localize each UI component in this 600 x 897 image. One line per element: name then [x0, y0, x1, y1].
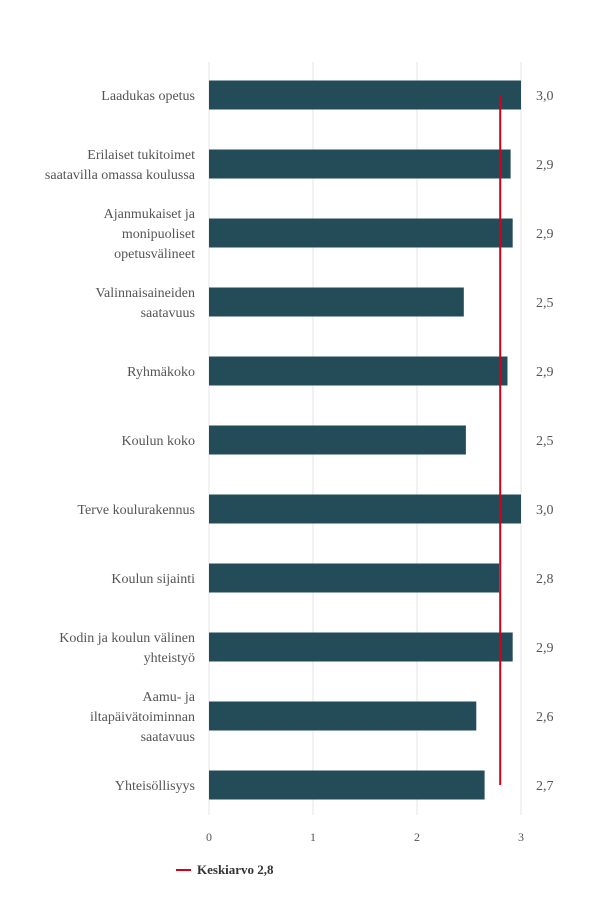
value-label: 2,6	[536, 710, 554, 725]
value-label: 2,8	[536, 572, 554, 587]
value-label: 3,0	[536, 503, 554, 518]
category-label: Terve koulurakennus	[77, 503, 195, 518]
x-tick-label: 0	[206, 830, 212, 844]
bar	[209, 80, 521, 110]
category-label: Aamu- ja iltapäivätoiminnan saatavuus	[90, 690, 196, 745]
bars	[209, 80, 521, 800]
bar	[209, 701, 477, 731]
legend-swatch-average	[176, 869, 191, 871]
category-label: Erilaiset tukitoimet saatavilla omassa ko…	[45, 148, 196, 183]
value-label: 3,0	[536, 89, 554, 104]
category-label: Laadukas opetus	[101, 89, 195, 104]
bar	[209, 425, 466, 455]
value-label: 2,9	[536, 365, 554, 380]
bar	[209, 632, 513, 662]
value-labels: 3,0 2,9 2,9 2,5 2,9 2,5 3,0 2,8 2,9 2,6 2,7	[536, 89, 554, 794]
category-labels: Laadukas opetus Erilaiset tukitoimet saata…	[45, 89, 196, 794]
bar	[209, 287, 464, 317]
value-label: 2,9	[536, 227, 554, 242]
legend-label-average: Keskiarvo 2,8	[197, 862, 274, 877]
legend: Keskiarvo 2,8	[176, 862, 274, 878]
x-axis-ticks: 0 1 2 3	[206, 830, 524, 844]
bar	[209, 494, 521, 524]
value-label: 2,9	[536, 158, 554, 173]
bar	[209, 218, 513, 248]
category-label: Yhteisöllisyys	[115, 779, 195, 794]
category-label: Ajanmukaiset ja monipuoliset opetusvälinee…	[104, 207, 196, 262]
bar	[209, 563, 500, 593]
category-label: Kodin ja koulun välinen yhteistyö	[59, 631, 195, 666]
category-label: Koulun sijainti	[111, 572, 195, 587]
value-label: 2,9	[536, 641, 554, 656]
x-tick-label: 1	[310, 830, 316, 844]
bar	[209, 149, 511, 179]
category-label: Valinnaisaineiden saatavuus	[95, 286, 195, 321]
category-label: Koulun koko	[122, 434, 196, 449]
bar	[209, 770, 485, 800]
x-tick-label: 3	[518, 830, 524, 844]
value-label: 2,7	[536, 779, 554, 794]
x-tick-label: 2	[414, 830, 420, 844]
bar	[209, 356, 508, 386]
value-label: 2,5	[536, 434, 554, 449]
value-label: 2,5	[536, 296, 554, 311]
category-label: Ryhmäkoko	[127, 365, 195, 380]
